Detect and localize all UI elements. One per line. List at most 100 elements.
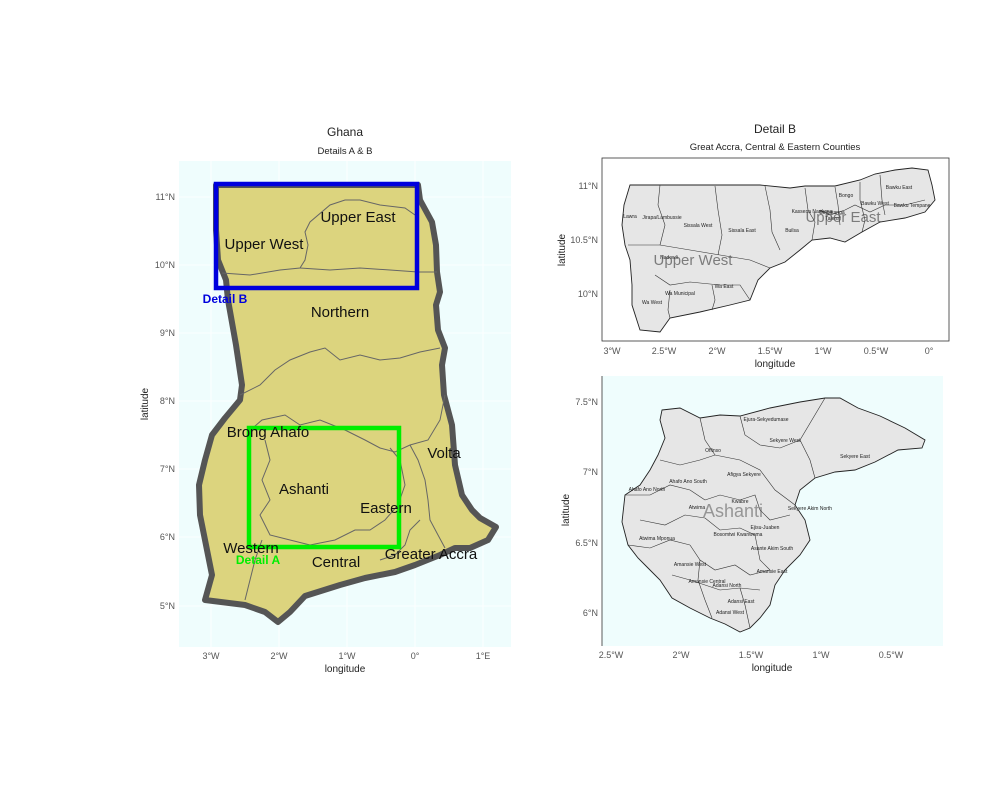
detail-b-x-tick: 1°W: [814, 346, 832, 356]
main-y-tick: 8°N: [160, 396, 175, 406]
region-label-eastern: Eastern: [360, 500, 412, 517]
detail-b-x-tick: 2.5°W: [652, 346, 677, 356]
district-label: Bosomtwi Kwanwoma: [714, 532, 763, 538]
district-label: Amansie West: [674, 562, 707, 568]
district-label: Sissala West: [684, 223, 713, 229]
detail-b-x-tick: 1.5°W: [758, 346, 783, 356]
detail-a-y-tick: 7.5°N: [575, 397, 598, 407]
district-label: Kwabre: [732, 499, 749, 505]
district-label: Bawku West: [861, 201, 889, 207]
district-label: Nadowli: [660, 255, 678, 261]
district-label: Amansie East: [757, 569, 788, 575]
detail-a-label: Detail A: [236, 553, 281, 567]
district-label: Talensi: [825, 216, 841, 222]
region-label-central: Central: [312, 554, 360, 571]
detail-b-subtitle: Great Accra, Central & Eastern Counties: [690, 142, 861, 153]
district-label: Amansie Central: [689, 579, 726, 585]
district-label: Atwima: [689, 505, 706, 511]
region-label-greater-accra: Greater Accra: [385, 546, 478, 563]
main-y-tick: 7°N: [160, 464, 175, 474]
district-label: Offinso: [705, 448, 721, 454]
detail-b-box: [213, 181, 420, 291]
main-y-tick: 11°N: [156, 192, 175, 202]
district-label: Builsa: [785, 228, 799, 234]
main-map-title: Ghana: [327, 125, 363, 139]
detail-a-ashanti-label: Ashanti: [703, 501, 763, 521]
region-label-upper-east: Upper East: [320, 209, 396, 226]
district-label: Bolgatanga: [819, 210, 845, 216]
detail-b-x-tick: 2°W: [708, 346, 726, 356]
main-x-tick: 0°: [411, 651, 420, 661]
detail-a-district-borders: [625, 397, 826, 629]
main-x-axis-label: longitude: [325, 664, 366, 675]
detail-b-y-tick: 10°N: [578, 289, 598, 299]
detail-b-y-tick: 10.5°N: [570, 235, 598, 245]
region-label-western: Western: [223, 540, 279, 557]
detail-b-district-borders: [628, 174, 926, 319]
main-map-subtitle: Details A & B: [318, 146, 373, 157]
main-y-tick: 10°N: [155, 260, 175, 270]
district-label: Sekyere East: [840, 454, 870, 460]
main-y-tick: 5°N: [160, 601, 175, 611]
detail-a-y-tick: 6.5°N: [575, 538, 598, 548]
main-y-axis-label: latitude: [140, 387, 151, 420]
main-x-tick: 1°E: [476, 651, 491, 661]
region-label-upper-west: Upper West: [225, 236, 305, 253]
district-label: Sekyere Akim North: [788, 506, 832, 512]
detail-b-upper-east-label: Upper East: [805, 209, 881, 226]
detail-a-x-axis-label: longitude: [752, 663, 793, 674]
detail-a-x-tick: 2°W: [672, 650, 690, 660]
upper-regions-shape: [621, 167, 936, 333]
detail-a-y-axis-label: latitude: [561, 493, 572, 526]
detail-a-x-tick: 1°W: [812, 650, 830, 660]
detail-b-y-tick: 11°N: [579, 181, 598, 191]
district-label: Lawra: [623, 214, 637, 220]
ghana-country-shape: [196, 182, 499, 625]
detail-a-x-tick: 2.5°W: [599, 650, 624, 660]
detail-b-label: Detail B: [203, 292, 248, 306]
detail-a-x-tick: 0.5°W: [879, 650, 904, 660]
district-label: Wa Municipal: [665, 291, 695, 297]
district-label: Atwima Mponua: [639, 536, 675, 542]
district-label: Jirapa/Lambussie: [642, 215, 681, 221]
detail-b-panel: Detail B Great Accra, Central & Eastern …: [557, 122, 950, 370]
district-label: Bawku East: [886, 185, 913, 191]
district-label: Ahafo Ano North: [629, 487, 666, 493]
region-label-northern: Northern: [311, 304, 369, 321]
detail-b-x-tick: 0.5°W: [864, 346, 889, 356]
district-label: Bawku Tempane: [894, 203, 931, 209]
detail-b-x-tick: 3°W: [603, 346, 621, 356]
district-label: Ejisu-Juaben: [751, 525, 780, 531]
district-label: Ahafo Ano South: [669, 479, 707, 485]
main-y-tick: 6°N: [160, 532, 175, 542]
district-label: Ejura-Sekyedumase: [743, 417, 788, 423]
district-label: Adansi West: [716, 610, 745, 616]
district-label: Sissala East: [728, 228, 756, 234]
main-x-tick: 3°W: [202, 651, 220, 661]
detail-a-y-tick: 6°N: [583, 608, 598, 618]
district-label: Adansi North: [713, 583, 742, 589]
district-label: Wa East: [715, 284, 734, 290]
district-label: Kassena Nankana: [792, 209, 833, 215]
district-label: Adansi East: [728, 599, 755, 605]
district-label: Asante Akim South: [751, 546, 793, 552]
detail-a-x-tick: 1.5°W: [739, 650, 764, 660]
detail-a-box: [246, 425, 402, 550]
main-y-tick: 9°N: [160, 328, 175, 338]
region-label-brong-ahafo: Brong Ahafo: [227, 424, 310, 441]
detail-a-panel: Ejura-Sekyedumase Sekyere West Sekyere E…: [561, 376, 943, 674]
main-x-tick: 1°W: [338, 651, 356, 661]
district-label: Sekyere West: [769, 438, 801, 444]
district-label: Afigya Sekyere: [727, 472, 761, 478]
detail-b-x-tick: 0°: [925, 346, 934, 356]
detail-b-upper-west-label: Upper West: [654, 252, 734, 269]
detail-a-y-tick: 7°N: [583, 467, 598, 477]
district-label: Wa West: [642, 300, 663, 306]
district-label: Bongo: [839, 193, 854, 199]
region-borders: [221, 199, 446, 601]
detail-b-y-axis-label: latitude: [557, 233, 568, 266]
detail-b-x-axis-label: longitude: [755, 359, 796, 370]
region-label-ashanti: Ashanti: [279, 481, 329, 498]
region-label-volta: Volta: [427, 445, 461, 462]
